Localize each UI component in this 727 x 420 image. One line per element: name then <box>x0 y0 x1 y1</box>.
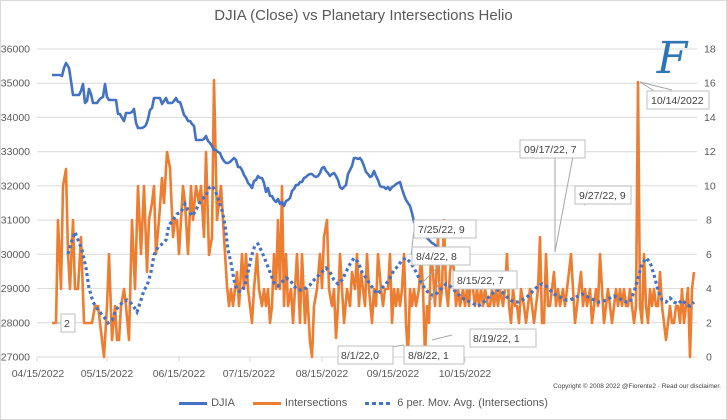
svg-text:28000: 28000 <box>1 317 30 329</box>
svg-text:06/15/2022: 06/15/2022 <box>153 368 206 380</box>
svg-text:30000: 30000 <box>1 249 30 261</box>
svg-text:10/15/2022: 10/15/2022 <box>439 368 492 380</box>
legend-swatch-djia <box>179 401 208 405</box>
svg-text:27000: 27000 <box>1 352 30 364</box>
legend-label-djia: DJIA <box>211 397 235 409</box>
svg-text:33000: 33000 <box>1 146 30 158</box>
svg-text:0: 0 <box>706 352 712 364</box>
annotation-10-14: 10/14/2022 <box>646 90 710 110</box>
annotation-9-17: 09/17/22, 7 <box>519 139 586 159</box>
svg-text:16: 16 <box>704 78 716 90</box>
svg-text:12: 12 <box>704 146 716 158</box>
annotation-8-19: 8/19/22, 1 <box>469 328 537 348</box>
svg-text:36000: 36000 <box>1 44 30 56</box>
x-axis-ticks <box>36 357 466 362</box>
svg-text:10: 10 <box>704 180 716 192</box>
series-intersections <box>52 78 696 359</box>
svg-text:8/15/22, 7: 8/15/22, 7 <box>457 275 504 287</box>
svg-text:08/15/2022: 08/15/2022 <box>296 368 349 380</box>
annotation-2: 2 <box>60 313 76 333</box>
svg-text:F: F <box>656 33 689 84</box>
svg-text:05/15/2022: 05/15/2022 <box>81 368 134 380</box>
svg-text:6: 6 <box>706 249 712 261</box>
svg-text:14: 14 <box>704 112 716 124</box>
svg-text:2: 2 <box>64 318 70 330</box>
annotation-8-15: 8/15/22, 7 <box>452 270 518 290</box>
svg-text:7/25/22, 9: 7/25/22, 9 <box>418 224 465 236</box>
legend-item-djia: DJIA <box>179 397 235 409</box>
legend-label-mov-avg: 6 per. Mov. Avg. (Intersections) <box>397 397 548 409</box>
svg-text:32000: 32000 <box>1 180 30 192</box>
legend-item-mov-avg: 6 per. Mov. Avg. (Intersections) <box>365 397 548 409</box>
legend-item-intersections: Intersections <box>252 397 348 409</box>
svg-text:07/15/2022: 07/15/2022 <box>223 368 276 380</box>
svg-text:8/19/22, 1: 8/19/22, 1 <box>473 333 520 345</box>
chart-legend: DJIA Intersections 6 per. Mov. Avg. (Int… <box>0 397 727 409</box>
svg-text:09/17/22, 7: 09/17/22, 7 <box>524 144 577 156</box>
svg-text:9/27/22, 9: 9/27/22, 9 <box>579 190 626 202</box>
svg-text:8/4/22, 8: 8/4/22, 8 <box>416 251 457 263</box>
chart-title: DJIA (Close) vs Planetary Intersections … <box>214 7 513 24</box>
legend-swatch-mov-avg <box>365 401 394 405</box>
annotation-8-8: 8/8/22, 1 <box>403 345 465 365</box>
svg-text:09/15/2022: 09/15/2022 <box>367 368 420 380</box>
annotation-9-27: 9/27/22, 9 <box>574 185 632 205</box>
svg-text:2: 2 <box>706 317 712 329</box>
legend-swatch-intersections <box>252 401 281 405</box>
annotation-7-25: 7/25/22, 9 <box>413 219 477 239</box>
svg-text:18: 18 <box>704 44 716 56</box>
svg-text:10/14/2022: 10/14/2022 <box>651 95 704 107</box>
logo-icon: F <box>656 33 689 84</box>
series-djia <box>52 61 447 256</box>
svg-text:8/8/22, 1: 8/8/22, 1 <box>408 350 449 362</box>
annotations: 2 7/25/22, 9 8/4/22, 8 8/15/22, 7 8/1/22… <box>60 90 710 365</box>
annotation-8-1: 8/1/22,0 <box>337 345 394 365</box>
svg-text:8/1/22,0: 8/1/22,0 <box>341 350 379 362</box>
x-axis: 04/15/2022 05/15/2022 06/15/2022 07/15/2… <box>12 368 492 380</box>
svg-text:8: 8 <box>706 215 712 227</box>
svg-text:29000: 29000 <box>1 283 30 295</box>
svg-text:35000: 35000 <box>1 78 30 90</box>
copyright-text: Copyright © 2008 2022 @Fiorente2 · Read … <box>553 383 721 390</box>
y-right-axis: 18 16 14 12 10 8 6 4 2 0 <box>704 44 716 364</box>
svg-text:4: 4 <box>706 283 712 295</box>
y-left-axis: 36000 35000 34000 33000 32000 31000 3000… <box>1 44 30 364</box>
svg-text:34000: 34000 <box>1 112 30 124</box>
annotation-8-4: 8/4/22, 8 <box>411 246 471 266</box>
svg-text:04/15/2022: 04/15/2022 <box>12 368 65 380</box>
svg-text:31000: 31000 <box>1 215 30 227</box>
legend-label-intersections: Intersections <box>284 397 348 409</box>
